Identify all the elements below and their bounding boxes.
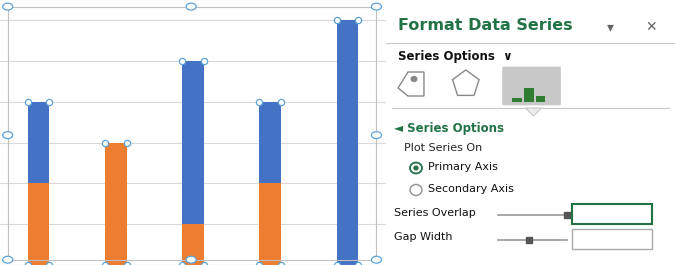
Bar	[105, 143, 127, 265]
Text: Series Overlap: Series Overlap	[394, 208, 476, 218]
Text: Primary Axis: Primary Axis	[428, 162, 498, 172]
Text: Series Options  ∨: Series Options ∨	[398, 50, 513, 63]
Text: 100%: 100%	[579, 207, 611, 217]
Circle shape	[186, 3, 196, 10]
Circle shape	[410, 76, 417, 82]
Text: ▼: ▼	[642, 242, 647, 248]
FancyBboxPatch shape	[572, 229, 652, 249]
Circle shape	[410, 162, 422, 174]
Circle shape	[413, 166, 418, 170]
Circle shape	[3, 3, 13, 10]
Bar	[535, 96, 545, 102]
Circle shape	[410, 184, 422, 196]
Text: 219%: 219%	[579, 232, 612, 242]
Text: Secondary Axis: Secondary Axis	[428, 184, 514, 194]
Text: ✕: ✕	[645, 20, 657, 34]
Bar	[512, 98, 522, 102]
Bar	[7, 7, 377, 260]
Circle shape	[371, 3, 381, 10]
Text: ▲: ▲	[642, 234, 647, 240]
Bar	[182, 224, 204, 265]
Bar	[259, 102, 281, 265]
FancyBboxPatch shape	[572, 204, 652, 224]
Text: ▼: ▼	[642, 217, 647, 223]
Bar	[28, 102, 49, 265]
Text: Gap Width: Gap Width	[394, 232, 452, 242]
Bar	[259, 183, 281, 265]
Text: Format Data Series: Format Data Series	[398, 18, 572, 33]
Text: ◄ Series Options: ◄ Series Options	[394, 122, 504, 135]
Bar	[524, 88, 533, 102]
Bar	[105, 143, 127, 265]
Circle shape	[186, 256, 196, 263]
Bar	[28, 183, 49, 265]
Circle shape	[3, 132, 13, 139]
Circle shape	[371, 256, 381, 263]
Text: ▾: ▾	[608, 20, 614, 34]
Text: ▲: ▲	[642, 209, 647, 215]
Text: Plot Series On: Plot Series On	[404, 143, 482, 153]
Bar	[182, 61, 204, 265]
Circle shape	[3, 256, 13, 263]
Bar	[337, 20, 358, 265]
Circle shape	[371, 132, 381, 139]
Polygon shape	[526, 108, 541, 116]
FancyBboxPatch shape	[502, 67, 561, 105]
